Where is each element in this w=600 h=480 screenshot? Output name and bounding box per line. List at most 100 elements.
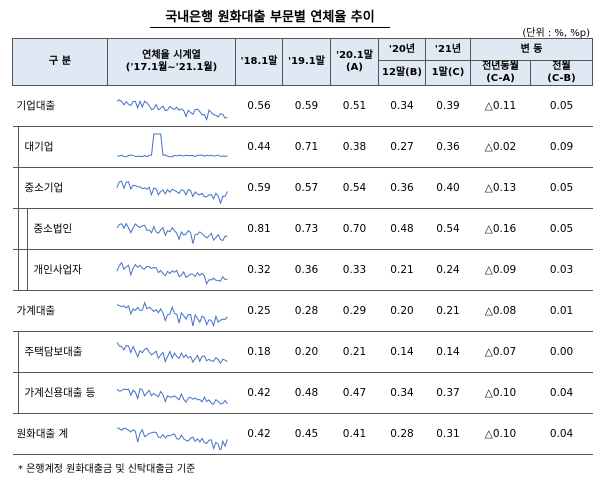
sparkline-path <box>116 222 227 244</box>
row-label: 중소기업 <box>24 182 64 194</box>
row-label-cell: 기업대출 <box>12 85 108 127</box>
value-cell: 0.56 <box>235 85 283 127</box>
row-label: 원화대출 계 <box>16 428 69 440</box>
value-cell: △0.16 <box>470 208 531 250</box>
table-row: 가계대출 0.25 0.28 0.29 0.20 0.21 △0.08 0.01 <box>12 290 593 332</box>
unit: (단위 : %, %p) <box>522 28 590 39</box>
label-box: 가계대출 <box>13 291 108 331</box>
value-cell: 0.04 <box>530 372 593 414</box>
value-cell: 0.28 <box>378 413 426 455</box>
indent-box: 중소법인 <box>26 209 108 249</box>
value-cell: 0.59 <box>235 167 283 209</box>
value-cell: 0.42 <box>235 372 283 414</box>
value-cell: △0.02 <box>470 126 531 168</box>
value-cell: 0.21 <box>330 331 379 373</box>
row-label-cell: 가계대출 <box>12 290 108 332</box>
header-cell: '21년 <box>425 38 471 61</box>
indent-box: 주택담보대출 <box>17 332 108 372</box>
row-label: 가계신용대출 등 <box>24 387 96 399</box>
value-cell: 0.48 <box>282 372 331 414</box>
indent-box: 가계신용대출 등 <box>17 373 108 413</box>
sparkline-cell <box>107 413 236 455</box>
header-cell: '20.1말 (A) <box>330 38 379 86</box>
sparkline-cell <box>107 290 236 332</box>
header-cell: '19.1말 <box>282 38 331 86</box>
value-cell: 0.09 <box>530 126 593 168</box>
row-label-cell: 중소법인 <box>12 208 108 250</box>
value-cell: 0.34 <box>378 372 426 414</box>
sparkline <box>116 133 228 157</box>
value-cell: 0.18 <box>235 331 283 373</box>
value-cell: 0.40 <box>425 167 471 209</box>
value-cell: 0.00 <box>530 331 593 373</box>
header-text: 연체율 시계열 <box>142 50 201 61</box>
row-label-cell: 원화대출 계 <box>12 413 108 455</box>
header-cell: 전년동월 (C-A) <box>470 60 531 86</box>
sparkline-cell <box>107 126 236 168</box>
sparkline <box>116 222 227 244</box>
value-cell: 0.20 <box>378 290 426 332</box>
header-cell: '20년 <box>378 38 426 61</box>
table-row: 대기업 0.44 0.71 0.38 0.27 0.36 △0.02 0.09 <box>12 126 593 168</box>
sparkline <box>116 98 228 121</box>
value-cell: 0.36 <box>282 249 331 291</box>
header-text: 전월 <box>552 61 571 72</box>
label-box: 원화대출 계 <box>13 414 108 454</box>
header-cell: 1말(C) <box>425 60 471 86</box>
row-label-cell: 개인사업자 <box>12 249 108 291</box>
sparkline-cell <box>107 249 236 291</box>
sparkline <box>116 387 228 405</box>
table-row: 가계신용대출 등 0.42 0.48 0.47 0.34 0.37 △0.10 0.04 <box>12 372 593 414</box>
table-row: 주택담보대출 0.18 0.20 0.21 0.14 0.14 △0.07 0.00 <box>12 331 593 373</box>
value-cell: 0.44 <box>235 126 283 168</box>
sparkline <box>116 426 228 453</box>
sparkline <box>116 261 227 285</box>
sparkline-path <box>116 179 228 205</box>
value-cell: 0.28 <box>282 290 331 332</box>
header-text: 전년동월 <box>482 61 519 72</box>
row-label: 가계대출 <box>16 305 56 317</box>
value-cell: △0.10 <box>470 413 531 455</box>
indent-box: 개인사업자 <box>17 250 108 290</box>
sparkline-path <box>116 133 228 157</box>
sparkline-path <box>116 300 228 327</box>
value-cell: 0.25 <box>235 290 283 332</box>
value-cell: 0.57 <box>282 167 331 209</box>
value-cell: △0.13 <box>470 167 531 209</box>
indent-box: 개인사업자 <box>26 250 108 290</box>
header-text: (C-B) <box>547 73 576 84</box>
row-label-cell: 중소기업 <box>12 167 108 209</box>
value-cell: 0.01 <box>530 290 593 332</box>
value-cell: 0.14 <box>425 331 471 373</box>
value-cell: △0.11 <box>470 85 531 127</box>
value-cell: 0.42 <box>235 413 283 455</box>
value-cell: 0.04 <box>530 413 593 455</box>
value-cell: 0.70 <box>330 208 379 250</box>
row-label-cell: 주택담보대출 <box>12 331 108 373</box>
sparkline-path <box>116 387 228 405</box>
value-cell: 0.54 <box>425 208 471 250</box>
value-cell: 0.36 <box>378 167 426 209</box>
value-cell: 0.73 <box>282 208 331 250</box>
value-cell: 0.51 <box>330 85 379 127</box>
title: 국내은행 원화대출 부문별 연체율 추이 <box>150 6 390 28</box>
header-cell: 연체율 시계열 ('17.1월~'21.1월) <box>107 38 236 86</box>
value-cell: 0.29 <box>330 290 379 332</box>
value-cell: 0.39 <box>425 85 471 127</box>
sparkline-cell <box>107 85 236 127</box>
value-cell: 0.05 <box>530 167 593 209</box>
value-cell: 0.31 <box>425 413 471 455</box>
sparkline-cell <box>107 331 236 373</box>
table-row: 중소기업 0.59 0.57 0.54 0.36 0.40 △0.13 0.05 <box>12 167 593 209</box>
value-cell: △0.07 <box>470 331 531 373</box>
indent-box: 중소기업 <box>17 168 108 208</box>
indent-box: 중소법인 <box>17 209 108 249</box>
sparkline-path <box>116 426 228 453</box>
table-row: 기업대출 0.56 0.59 0.51 0.34 0.39 △0.11 0.05 <box>12 85 593 127</box>
value-cell: 0.36 <box>425 126 471 168</box>
value-cell: 0.21 <box>378 249 426 291</box>
value-cell: 0.38 <box>330 126 379 168</box>
value-cell: 0.45 <box>282 413 331 455</box>
value-cell: 0.05 <box>530 208 593 250</box>
header-cell: '18.1말 <box>235 38 283 86</box>
